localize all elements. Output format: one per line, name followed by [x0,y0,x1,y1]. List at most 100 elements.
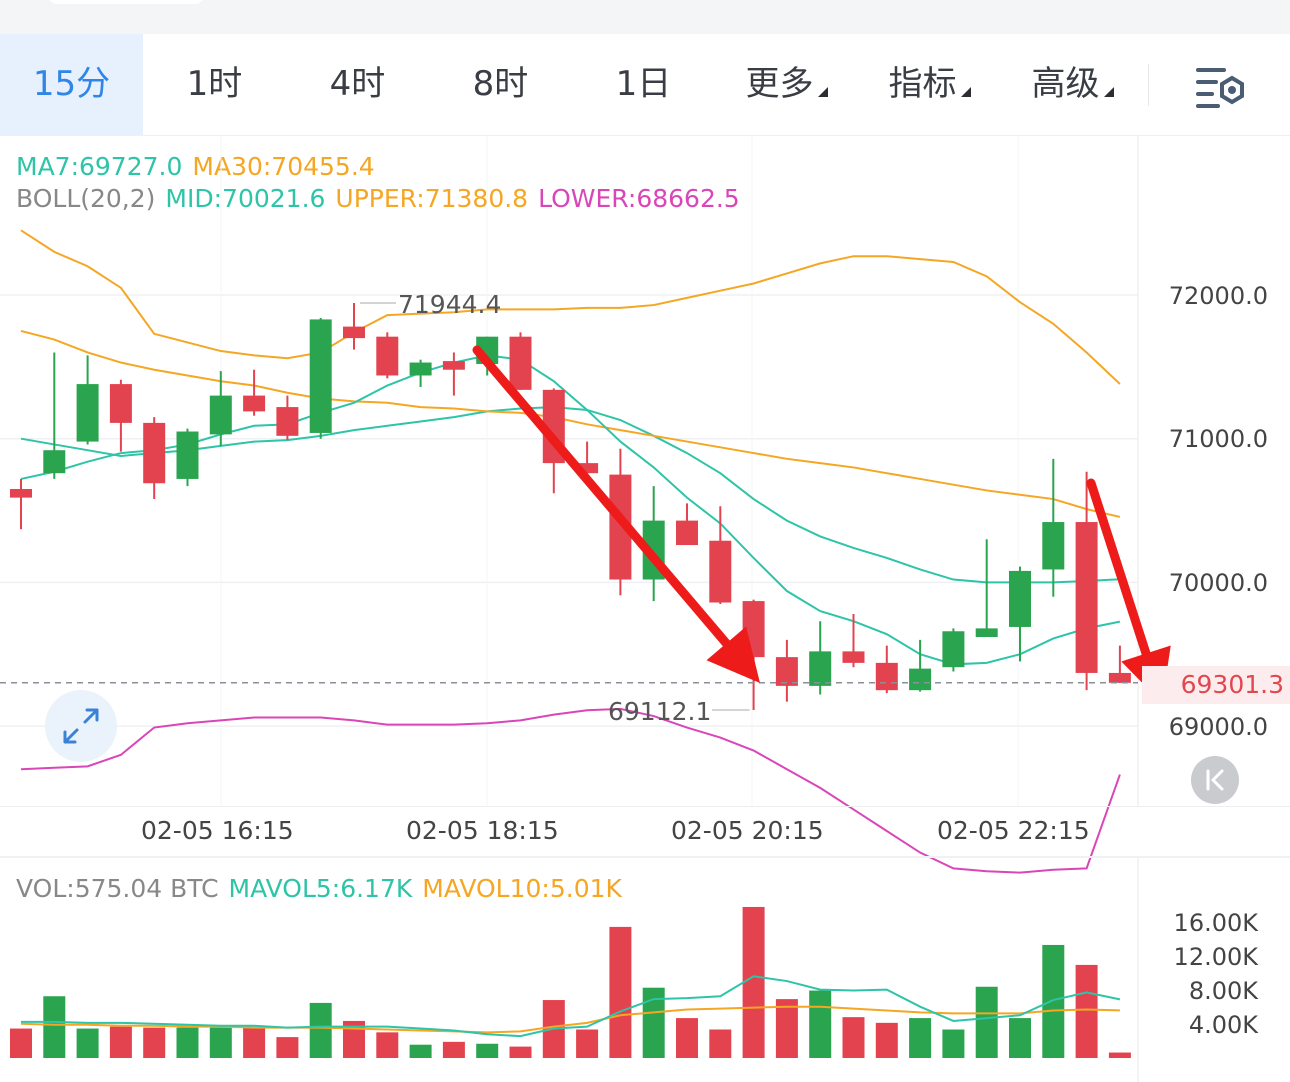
tab-advanced[interactable]: 高级 [1001,34,1144,135]
chart-settings-icon[interactable] [1190,64,1246,112]
tab-indicators[interactable]: 指标 [858,34,1001,135]
boll-label: BOLL(20,2) [16,184,156,213]
volume-bar [1108,1052,1131,1058]
time-axis-label: 02-05 20:15 [671,816,824,845]
ma7-line [20,354,1121,666]
mavol10-value: MAVOL10:5.01K [422,874,622,903]
boll-mid-line [20,406,1120,584]
volume-bar [975,986,998,1058]
volume-bar [809,990,832,1058]
ma30-line [20,329,1121,518]
volume-divider [0,856,1290,858]
volume-bar [842,1017,865,1058]
candle-up [176,431,199,479]
volume-axis-label: 4.00K [1188,1011,1258,1039]
candle-down [1108,672,1131,683]
volume-bar [775,999,798,1058]
volume-bar [176,1027,199,1058]
volume-bar [909,1018,932,1058]
mavol5-value: MAVOL5:6.17K [228,874,413,903]
volume-bar [243,1027,266,1058]
price-axis-label: 70000.0 [1168,569,1268,597]
candle-down [243,395,266,412]
volume-bar [709,1029,732,1058]
price-axis-label: 72000.0 [1168,282,1268,310]
candle-down [576,463,599,474]
time-axis-label: 02-05 18:15 [406,816,559,845]
candle-down [676,520,698,546]
down-arrow-annotation-shaft [1086,478,1151,659]
volume-bar [875,1022,898,1058]
volume-axis-label: 8.00K [1188,977,1258,1005]
candle-down [109,384,132,423]
candle-up [1009,570,1031,627]
volume-bar [1009,1018,1031,1058]
price-axis-label: 71000.0 [1168,425,1268,453]
boll-mid-value: MID:70021.6 [165,184,326,213]
expand-icon [63,708,99,744]
candle-down [842,651,865,663]
ma7-value: MA7:69727.0 [16,152,183,181]
volume-bar [43,996,66,1058]
boll-upper-line [20,229,1121,385]
candle-up [942,631,965,668]
volume-bar [476,1043,499,1058]
tab-4h[interactable]: 4时 [329,64,386,104]
volume-bar [642,987,665,1058]
tab-more-label: 更多 [745,64,814,104]
volume-bar [76,1028,99,1058]
candle-up [76,384,99,442]
tab-15m[interactable]: 15分 [0,34,143,135]
ma-legend: MA7:69727.0 MA30:70455.4 [16,152,385,181]
chart-divider [0,806,1290,807]
candle-up [975,628,998,638]
candle-down [376,336,399,376]
down-arrow-annotation-head [706,626,760,683]
tab-more[interactable]: 更多 [715,34,858,135]
volume-legend: VOL:575.04 BTC MAVOL5:6.17K MAVOL10:5.01K [16,874,632,903]
tab-1h[interactable]: 1时 [186,64,243,104]
tab-1d[interactable]: 1日 [615,64,672,104]
time-axis-label: 02-05 22:15 [937,816,1090,845]
candle-down [609,474,632,580]
candle-down [509,336,532,390]
ma30-value: MA30:70455.4 [192,152,375,181]
tab-separator [1148,64,1149,106]
volume-bar [10,1028,32,1058]
tab-8h[interactable]: 8时 [472,64,529,104]
jump-to-latest-icon [1206,769,1224,791]
candle-down [775,657,798,686]
candle-down [143,422,166,484]
top-strip [0,0,1290,34]
volume-bar [942,1029,965,1058]
tab-indicators-label: 指标 [888,64,957,104]
candle-up [209,395,232,435]
expand-button[interactable] [45,690,117,762]
top-pill [48,0,204,4]
volume-bar [1075,964,1098,1058]
volume-bar [442,1041,465,1058]
candle-up [1042,522,1065,570]
candle-up [43,450,66,474]
current-price-tag: 69301.3 [1142,666,1290,704]
volume-axis-label: 16.00K [1173,909,1258,937]
candle-down [10,488,32,498]
volume-bar [343,1020,365,1058]
high-price-annotation: 71944.4 [398,290,502,319]
mavol5-line [21,975,1121,1038]
candle-down [709,540,732,603]
boll-upper-value: UPPER:71380.8 [335,184,529,213]
volume-bar [509,1046,532,1058]
down-arrow-annotation-shaft [472,345,731,648]
volume-bar [676,1018,698,1058]
volume-bar [1042,944,1065,1058]
candle-up [409,362,432,376]
volume-bar [109,1026,132,1058]
dropdown-triangle-icon [817,87,828,97]
jump-to-latest-button[interactable] [1191,756,1239,804]
dropdown-triangle-icon [1103,87,1114,97]
volume-bar [276,1037,299,1058]
volume-bar [309,1002,332,1058]
volume-bar [742,906,765,1058]
